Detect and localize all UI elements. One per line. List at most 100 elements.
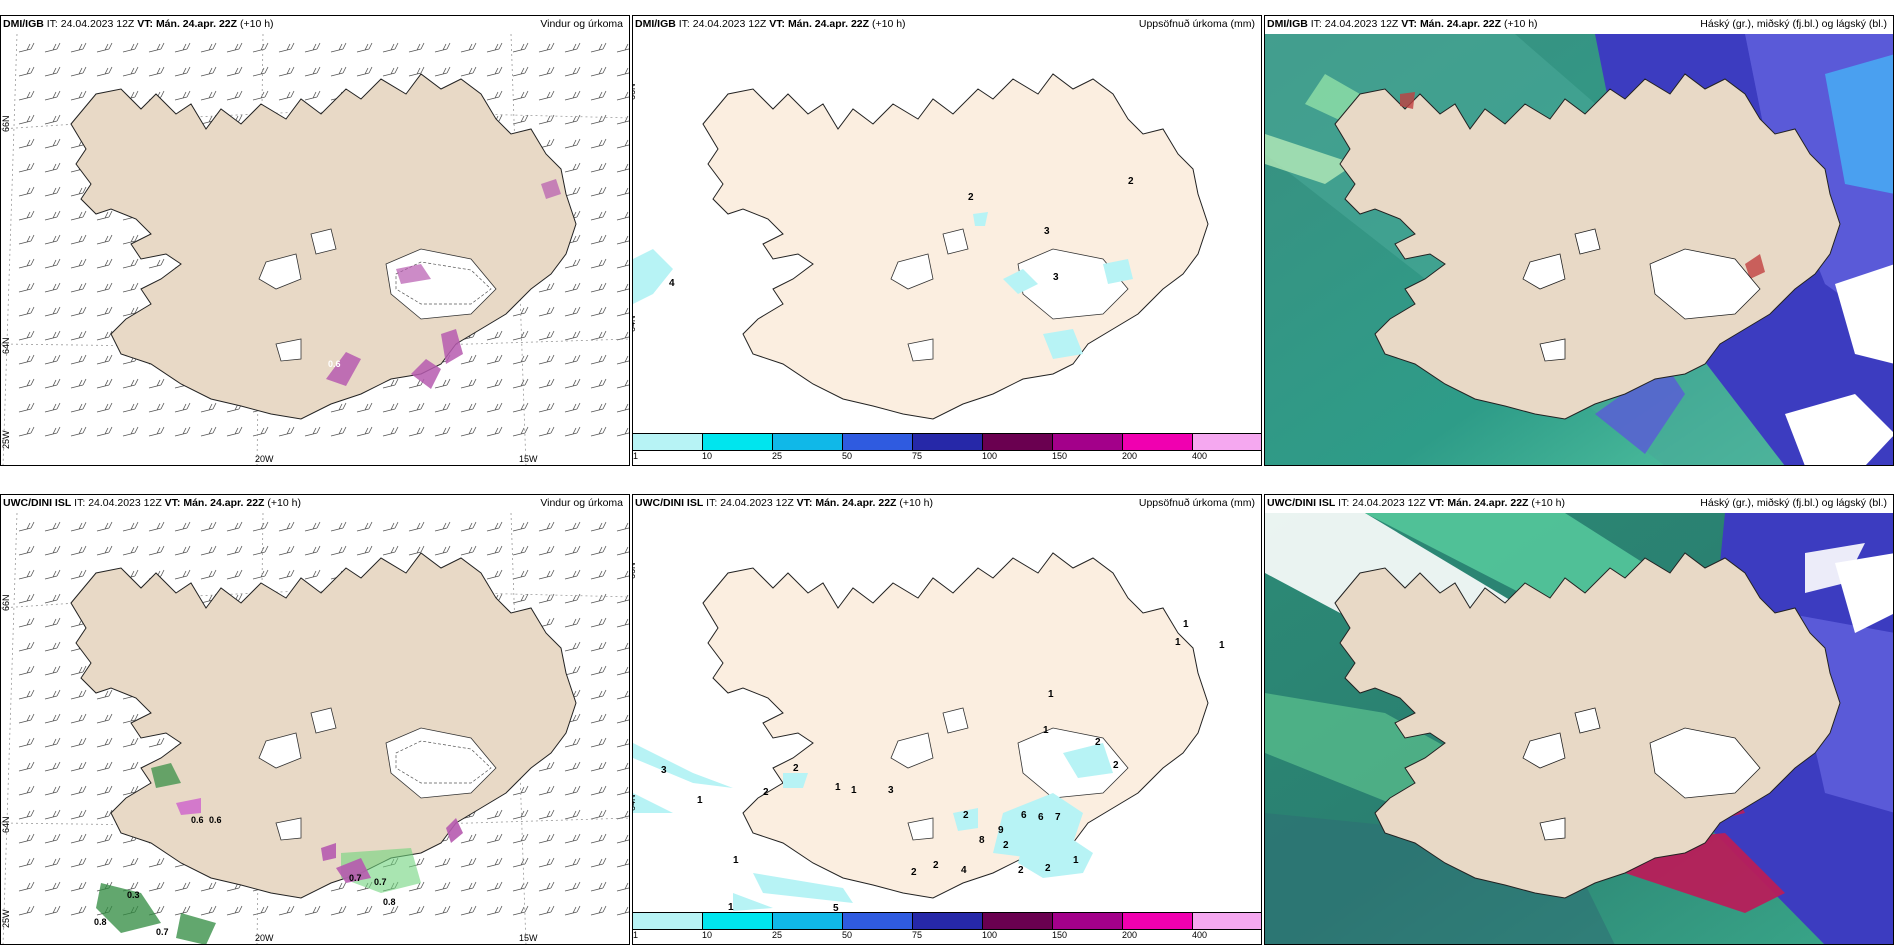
- model-name: UWC/DINI ISL: [635, 497, 704, 509]
- wind-barb: [616, 307, 629, 317]
- wind-barb: [486, 809, 503, 820]
- wind-barb: [564, 857, 581, 868]
- wind-barb: [590, 402, 607, 413]
- wind-barb: [330, 42, 347, 53]
- wind-barb: [148, 521, 165, 532]
- wind-barb: [538, 114, 555, 125]
- wind-barb: [148, 402, 165, 413]
- precip-value: 5: [833, 903, 839, 913]
- wind-barb: [408, 545, 425, 556]
- wind-barb: [18, 569, 35, 580]
- wind-barb: [96, 809, 113, 820]
- wind-barb: [590, 186, 607, 197]
- wind-barb: [70, 426, 87, 437]
- wind-label: 0.8: [94, 917, 107, 927]
- coord-label: 64N: [1, 816, 11, 833]
- wind-barb: [512, 426, 529, 437]
- it-label: IT:: [74, 497, 86, 509]
- wind-barb: [252, 521, 269, 532]
- precip-value: 1: [1043, 725, 1049, 736]
- wind-barb: [564, 282, 581, 293]
- wind-barb: [330, 402, 347, 413]
- wind-barb: [70, 330, 87, 341]
- wind-barb: [44, 617, 61, 628]
- precip-map: 3 1 1 1 1 1 1 2 2 2 2 3 2 2 1 1 2 6 6 7 …: [633, 513, 1261, 913]
- glacier-outline: [1649, 727, 1761, 799]
- panel-title: Uppsöfnuð úrkoma (mm): [1138, 18, 1255, 30]
- wind-barb: [122, 66, 139, 77]
- wind-barb: [330, 521, 347, 532]
- wind-barb: [18, 833, 35, 844]
- precip-patch: [1043, 329, 1083, 359]
- colorbar-tick: 200: [1122, 451, 1138, 461]
- wind-barb: [174, 42, 191, 53]
- wind-barb: [226, 66, 243, 77]
- wind-barb: [96, 857, 113, 868]
- wind-barb: [486, 90, 503, 101]
- wind-barb: [564, 258, 581, 269]
- colorbar-swatch: [633, 434, 703, 450]
- wind-barb: [122, 306, 139, 317]
- wind-barb: [512, 306, 529, 317]
- wind-barb: [434, 42, 451, 53]
- wind-barb: [122, 857, 139, 868]
- colorbar-swatch: [633, 913, 703, 929]
- wind-barb: [590, 426, 607, 437]
- wind-barb: [44, 905, 61, 916]
- panel-title: Vindur og úrkoma: [540, 18, 623, 30]
- wind-barb: [590, 42, 607, 53]
- wind-barb: [590, 641, 607, 652]
- wind-barb: [44, 330, 61, 341]
- colorbar-swatch: [1193, 913, 1261, 929]
- wind-barb: [564, 785, 581, 796]
- wind-barb: [382, 521, 399, 532]
- wind-barb: [96, 713, 113, 724]
- wind-barb: [304, 569, 321, 580]
- wind-barb: [590, 809, 607, 820]
- wind-map: 0.6 0.7 0.7 0.6 0.8 0.3 0.8 0.7 66N 64N …: [1, 513, 629, 944]
- wind-barb: [564, 641, 581, 652]
- wind-barb: [96, 210, 113, 221]
- wind-barb: [18, 426, 35, 437]
- wind-barb: [616, 642, 629, 652]
- wind-barb: [18, 90, 35, 101]
- coord-label: 66N: [633, 562, 637, 579]
- wind-barb: [616, 331, 629, 341]
- wind-barb: [278, 426, 295, 437]
- it-label: IT:: [46, 18, 58, 30]
- panel-header: DMI/IGB IT: 24.04.2023 12Z VT: Mán. 24.a…: [635, 18, 1257, 34]
- wind-barb: [382, 545, 399, 556]
- vt-value: Mán. 24.apr. 22Z: [183, 497, 265, 509]
- precip-patch: [441, 329, 463, 364]
- vt-label: VT:: [137, 18, 154, 30]
- vt-label: VT:: [796, 497, 813, 509]
- precip-value: 4: [961, 865, 967, 876]
- wind-barb: [512, 42, 529, 53]
- colorbar-tick: 100: [982, 451, 998, 461]
- wind-barb: [590, 90, 607, 101]
- wind-barb: [18, 114, 35, 125]
- colorbar-swatch: [983, 913, 1053, 929]
- precip-patch: [1063, 743, 1113, 778]
- panel-clouds-bottom: UWC/DINI ISL IT: 24.04.2023 12Z VT: Mán.…: [1264, 494, 1894, 945]
- wind-label: 0.6: [328, 359, 341, 369]
- wind-barb: [512, 785, 529, 796]
- wind-barb: [460, 905, 477, 916]
- wind-barb: [512, 354, 529, 365]
- wind-barb: [382, 426, 399, 437]
- wind-barb: [434, 66, 451, 77]
- wind-barb: [252, 426, 269, 437]
- wind-barb: [304, 521, 321, 532]
- wind-barb: [590, 114, 607, 125]
- precip-value: 9: [998, 825, 1004, 836]
- glaciers: [1522, 707, 1761, 841]
- glacier-outline: [942, 707, 969, 734]
- wind-barb: [44, 737, 61, 748]
- wind-barb: [70, 306, 87, 317]
- wind-barb: [538, 306, 555, 317]
- precip-patch: [321, 843, 336, 861]
- precip-patch: [326, 352, 361, 386]
- wind-barb: [18, 210, 35, 221]
- precip-patch: [1103, 259, 1133, 284]
- wind-barb: [512, 90, 529, 101]
